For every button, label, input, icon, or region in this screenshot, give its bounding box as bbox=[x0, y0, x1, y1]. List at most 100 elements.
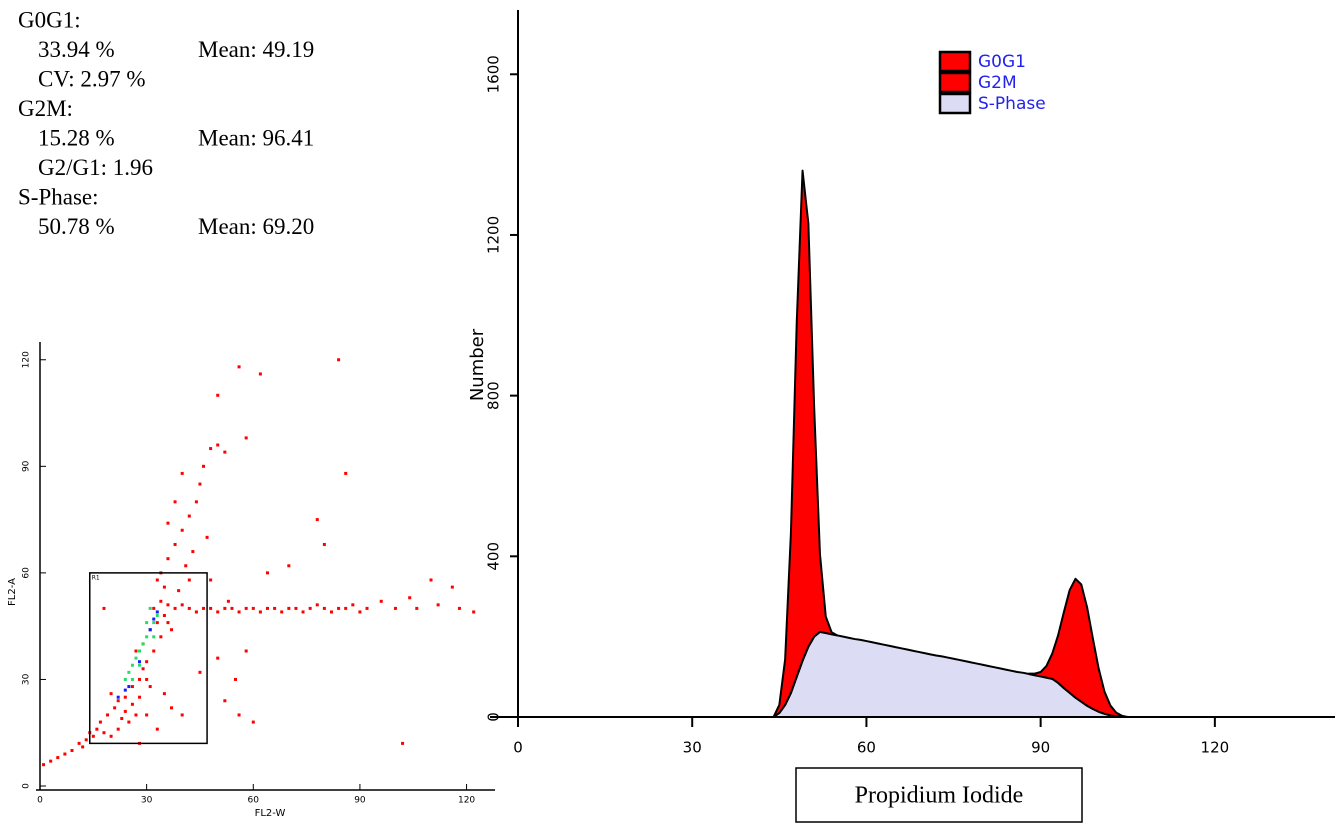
point bbox=[358, 610, 362, 614]
stat-value: Mean: 69.20 bbox=[198, 214, 314, 239]
point bbox=[209, 578, 213, 582]
point bbox=[209, 606, 213, 610]
stat-heading: G2M: bbox=[18, 96, 73, 121]
x-axis-label: Propidium Iodide bbox=[855, 783, 1024, 809]
xlabel-box bbox=[795, 767, 1083, 823]
point bbox=[170, 628, 174, 632]
point bbox=[315, 603, 319, 607]
point bbox=[187, 606, 191, 610]
point bbox=[180, 471, 184, 475]
point bbox=[379, 599, 383, 603]
point bbox=[166, 621, 170, 625]
point bbox=[287, 564, 291, 568]
x-tick-label: 120 bbox=[458, 796, 475, 806]
point bbox=[216, 393, 220, 397]
point bbox=[162, 614, 166, 618]
y-tick-label: 120 bbox=[22, 351, 32, 368]
point bbox=[166, 521, 170, 525]
point bbox=[134, 649, 138, 653]
point bbox=[148, 606, 152, 610]
point bbox=[216, 610, 220, 614]
point bbox=[408, 596, 412, 600]
point bbox=[130, 677, 134, 681]
point bbox=[258, 610, 262, 614]
point bbox=[177, 589, 181, 593]
point bbox=[77, 741, 81, 745]
point bbox=[84, 738, 88, 742]
point bbox=[393, 606, 397, 610]
point bbox=[472, 610, 476, 614]
point bbox=[187, 514, 191, 518]
x-tick-label: 30 bbox=[683, 739, 702, 757]
point bbox=[191, 550, 195, 554]
point bbox=[258, 372, 262, 376]
x-tick-label: 90 bbox=[1031, 739, 1050, 757]
point bbox=[152, 617, 156, 621]
point bbox=[244, 606, 248, 610]
point bbox=[450, 585, 454, 589]
point bbox=[116, 727, 120, 731]
point bbox=[351, 603, 355, 607]
point bbox=[116, 695, 120, 699]
point bbox=[155, 578, 159, 582]
point bbox=[301, 610, 305, 614]
point bbox=[436, 603, 440, 607]
point bbox=[234, 677, 238, 681]
point bbox=[266, 606, 269, 610]
point bbox=[106, 713, 110, 717]
point bbox=[280, 610, 284, 614]
point bbox=[145, 677, 149, 681]
point bbox=[155, 614, 159, 618]
point bbox=[148, 628, 152, 632]
stat-heading: G0G1: bbox=[18, 7, 81, 32]
point bbox=[401, 741, 405, 745]
y-tick-label: 400 bbox=[485, 542, 503, 571]
legend-swatch bbox=[938, 92, 972, 115]
point bbox=[251, 606, 255, 610]
y-tick-label: 1600 bbox=[485, 55, 503, 93]
y-tick-label: 60 bbox=[22, 567, 32, 579]
point bbox=[184, 564, 188, 568]
point bbox=[244, 649, 248, 653]
point bbox=[155, 610, 159, 614]
point bbox=[56, 756, 60, 760]
point bbox=[173, 500, 177, 504]
y-tick-label: 0 bbox=[485, 712, 503, 722]
gate-label: R1 bbox=[92, 574, 100, 581]
legend-label: S-Phase bbox=[978, 94, 1046, 114]
point bbox=[223, 699, 227, 703]
point bbox=[230, 606, 234, 610]
point bbox=[123, 709, 127, 713]
point bbox=[152, 606, 156, 610]
point bbox=[162, 692, 166, 696]
y-tick-label: 0 bbox=[22, 783, 32, 789]
legend-label: G2M bbox=[978, 73, 1017, 93]
point bbox=[152, 635, 156, 639]
x-axis-label: FL2-W bbox=[255, 808, 286, 819]
point bbox=[180, 528, 184, 532]
stat-value: 15.28 % bbox=[38, 125, 115, 150]
point bbox=[70, 748, 74, 752]
stat-heading: S-Phase: bbox=[18, 184, 99, 209]
point bbox=[138, 677, 142, 681]
point bbox=[155, 727, 159, 731]
point bbox=[216, 443, 220, 447]
point bbox=[138, 695, 142, 699]
point bbox=[162, 585, 166, 589]
point bbox=[49, 759, 53, 763]
point bbox=[166, 557, 170, 561]
point bbox=[173, 606, 177, 610]
point bbox=[127, 720, 131, 724]
point bbox=[91, 734, 95, 738]
point bbox=[95, 727, 99, 731]
point bbox=[63, 752, 67, 756]
point bbox=[138, 660, 142, 664]
point bbox=[429, 578, 433, 582]
point bbox=[273, 606, 277, 610]
x-tick-label: 60 bbox=[248, 796, 260, 806]
legend-swatch bbox=[938, 50, 972, 73]
point bbox=[102, 606, 106, 610]
point bbox=[322, 606, 326, 610]
